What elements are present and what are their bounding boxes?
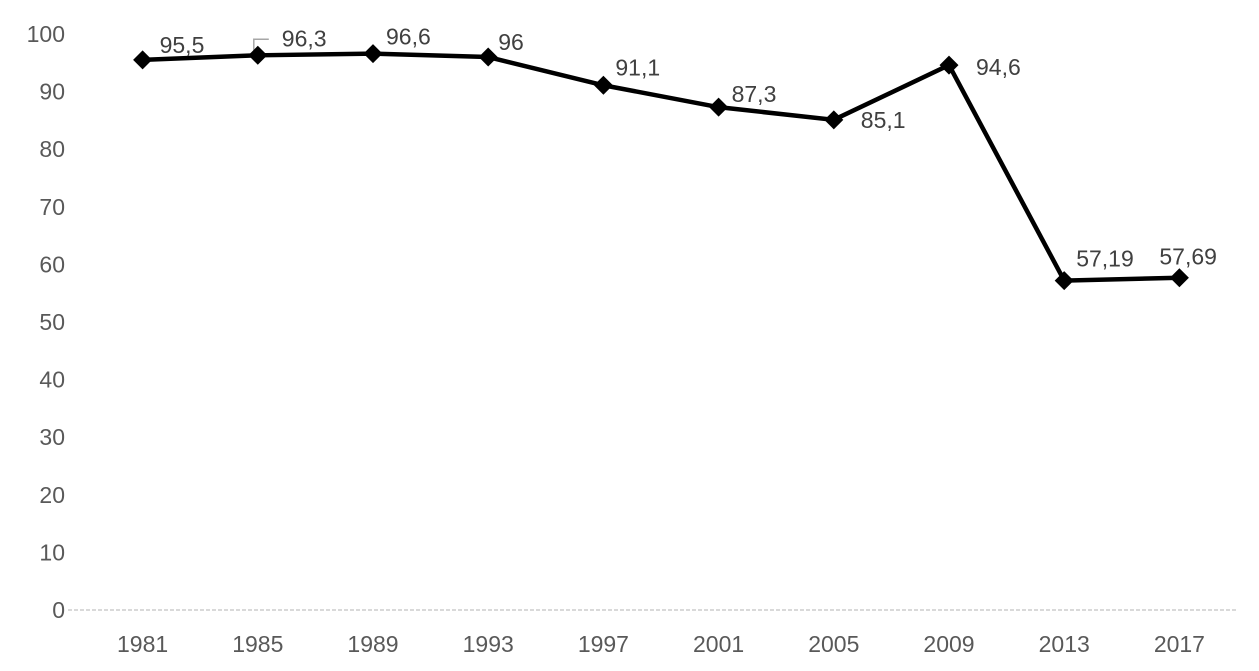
y-tick-label: 10 [39, 539, 65, 565]
y-tick-label: 30 [39, 424, 65, 450]
data-point-marker [133, 50, 153, 70]
x-tick-label: 1989 [347, 631, 398, 657]
data-point-marker [248, 45, 268, 65]
data-point-marker [824, 110, 844, 130]
data-point-label: 96,6 [386, 24, 431, 50]
data-point-label: 57,19 [1076, 246, 1134, 272]
y-tick-label: 50 [39, 309, 65, 335]
x-tick-label: 2005 [808, 631, 859, 657]
x-tick-label: 1981 [117, 631, 168, 657]
data-point-marker [1169, 268, 1189, 288]
x-tick-label: 1997 [578, 631, 629, 657]
x-tick-label: 2009 [923, 631, 974, 657]
y-tick-label: 100 [27, 21, 65, 47]
y-tick-label: 20 [39, 482, 65, 508]
data-point-label: 57,69 [1159, 244, 1217, 270]
data-point-marker [939, 55, 959, 75]
y-tick-label: 0 [52, 597, 65, 623]
data-point-label: 96,3 [282, 25, 327, 51]
data-point-marker [478, 47, 498, 67]
x-tick-label: 1993 [463, 631, 514, 657]
data-point-label: 87,3 [732, 81, 777, 107]
y-tick-label: 70 [39, 194, 65, 220]
data-point-label: 85,1 [861, 107, 906, 133]
y-tick-label: 40 [39, 367, 65, 393]
data-point-label: 94,6 [976, 54, 1021, 80]
y-tick-label: 80 [39, 136, 65, 162]
data-point-label: 91,1 [615, 54, 660, 80]
data-point-marker [1054, 271, 1074, 291]
data-point-label: 95,5 [160, 32, 205, 58]
x-tick-label: 1985 [232, 631, 283, 657]
x-tick-label: 2013 [1039, 631, 1090, 657]
data-point-marker [363, 44, 383, 64]
data-point-label: 96 [498, 29, 524, 55]
data-point-marker [709, 97, 729, 117]
data-point-marker [593, 75, 613, 95]
x-tick-label: 2001 [693, 631, 744, 657]
x-tick-label: 2017 [1154, 631, 1205, 657]
y-tick-label: 90 [39, 79, 65, 105]
data-label-leader-line [253, 38, 269, 51]
y-tick-label: 60 [39, 251, 65, 277]
series-line [142, 51, 1180, 283]
